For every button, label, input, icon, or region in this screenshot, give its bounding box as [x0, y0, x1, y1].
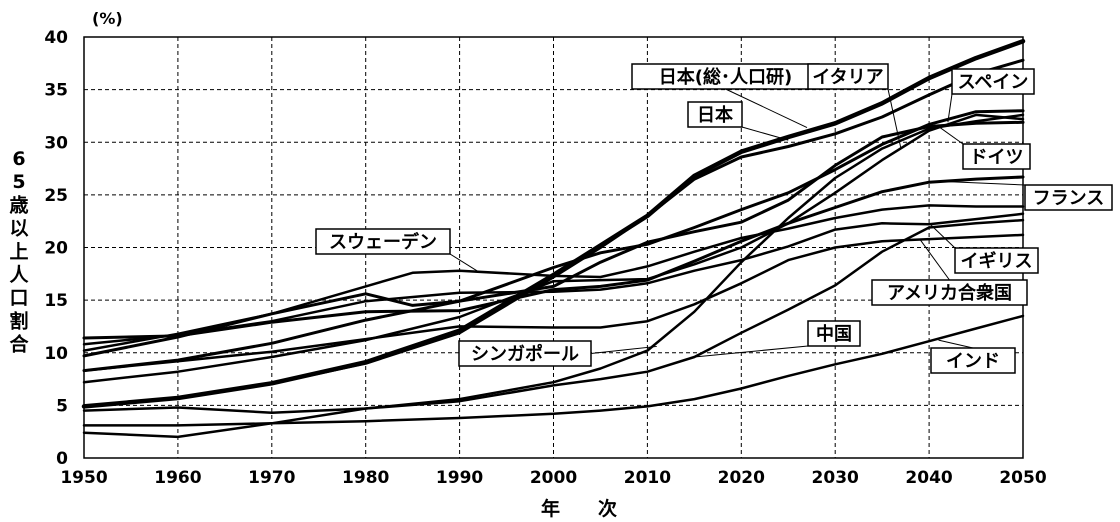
- y-tick-label: 30: [44, 133, 68, 153]
- series-line: [82, 218, 1025, 414]
- leader-lines: [449, 88, 1026, 358]
- leader-line: [741, 126, 789, 141]
- x-tick-label: 2000: [530, 468, 577, 488]
- series-label-box: [631, 63, 820, 90]
- series-line: [82, 204, 1025, 352]
- y-tick-label: 0: [56, 449, 68, 469]
- leader-line: [938, 126, 964, 145]
- series-label-box: [962, 143, 1031, 170]
- leader-line: [887, 88, 902, 149]
- series-line: [82, 113, 1025, 439]
- series-label-box: [807, 63, 889, 90]
- y-unit-label: (%): [92, 9, 123, 28]
- series-line: [82, 175, 1025, 340]
- series-label-box: [951, 68, 1035, 95]
- y-tick-label: 15: [44, 291, 68, 311]
- series-label: アメリカ合衆国: [887, 282, 1012, 304]
- series-line: [82, 314, 1025, 427]
- y-tick-label: 5: [56, 396, 68, 416]
- leader-line: [590, 345, 657, 354]
- y-axis-title-char: 人: [9, 264, 29, 286]
- series-label: スウェーデン: [329, 231, 437, 253]
- y-axis-title-char: 歳: [9, 194, 28, 216]
- leader-line: [725, 88, 808, 128]
- x-tick-label: 1980: [342, 468, 389, 488]
- series-label-box: [930, 347, 1016, 374]
- series-label-box: [954, 247, 1039, 274]
- y-tick-label: 20: [44, 239, 68, 259]
- series-label: スペイン: [958, 72, 1029, 93]
- series-label: イギリス: [961, 251, 1033, 272]
- x-tick-label: 1990: [436, 468, 483, 488]
- leader-line: [449, 253, 479, 273]
- x-tick-label: 1960: [154, 468, 201, 488]
- y-axis-title-char: 5: [12, 171, 25, 193]
- x-tick-label: 1970: [248, 468, 295, 488]
- x-tick-label: 2050: [999, 468, 1046, 488]
- x-tick-labels: 1950 1960 1970 1980 1990 2000 2010 2020 2030 2040…: [60, 468, 1046, 488]
- series-line: [82, 212, 1025, 346]
- x-tick-label: 1950: [60, 468, 107, 488]
- series-label-box: [458, 340, 592, 367]
- series-label-box: [871, 279, 1028, 306]
- series-label-box: [1024, 184, 1113, 211]
- y-tick-label: 35: [44, 81, 68, 101]
- series-label: フランス: [1033, 188, 1105, 209]
- series-label: イタリア: [812, 67, 883, 88]
- x-tick-label: 2020: [718, 468, 765, 488]
- y-axis-title-char: 上: [9, 241, 28, 263]
- x-tick-label: 2040: [905, 468, 952, 488]
- y-tick-label: 25: [44, 186, 68, 206]
- y-axis-title-char: 6: [12, 148, 25, 170]
- leader-line: [938, 339, 974, 349]
- leader-line: [919, 238, 950, 281]
- x-tick-label: 2010: [624, 468, 671, 488]
- series-label: シンガポール: [471, 343, 579, 365]
- grid: [83, 36, 1024, 459]
- x-tick-label: 2030: [812, 468, 859, 488]
- y-axis-title-char: 以: [9, 218, 28, 240]
- series-label: インド: [946, 351, 1000, 372]
- x-axis-title: 年 次: [541, 497, 617, 520]
- series-line: [82, 58, 1025, 408]
- leader-line: [938, 180, 1026, 186]
- series-label-box: [687, 101, 743, 128]
- series-label: 中国: [816, 323, 852, 345]
- leader-line: [928, 222, 956, 249]
- y-tick-label: 40: [44, 28, 68, 48]
- series-label: 日本(総･人口研): [659, 66, 792, 88]
- y-axis-title-char: 合: [9, 333, 29, 356]
- series-label: ドイツ: [970, 147, 1024, 168]
- y-axis-title-char: 割: [9, 309, 28, 332]
- y-tick-label: 10: [44, 344, 68, 364]
- series-label-box: [807, 320, 861, 347]
- series-label-box: [315, 228, 451, 255]
- y-tick-labels: 0 5 10 15 20 25 30 35 40: [44, 28, 68, 469]
- leader-line: [947, 93, 953, 123]
- series-label: 日本: [697, 104, 733, 126]
- series-layer: [81, 38, 1026, 439]
- y-axis-title-char: 口: [9, 287, 28, 309]
- leader-line: [694, 345, 809, 358]
